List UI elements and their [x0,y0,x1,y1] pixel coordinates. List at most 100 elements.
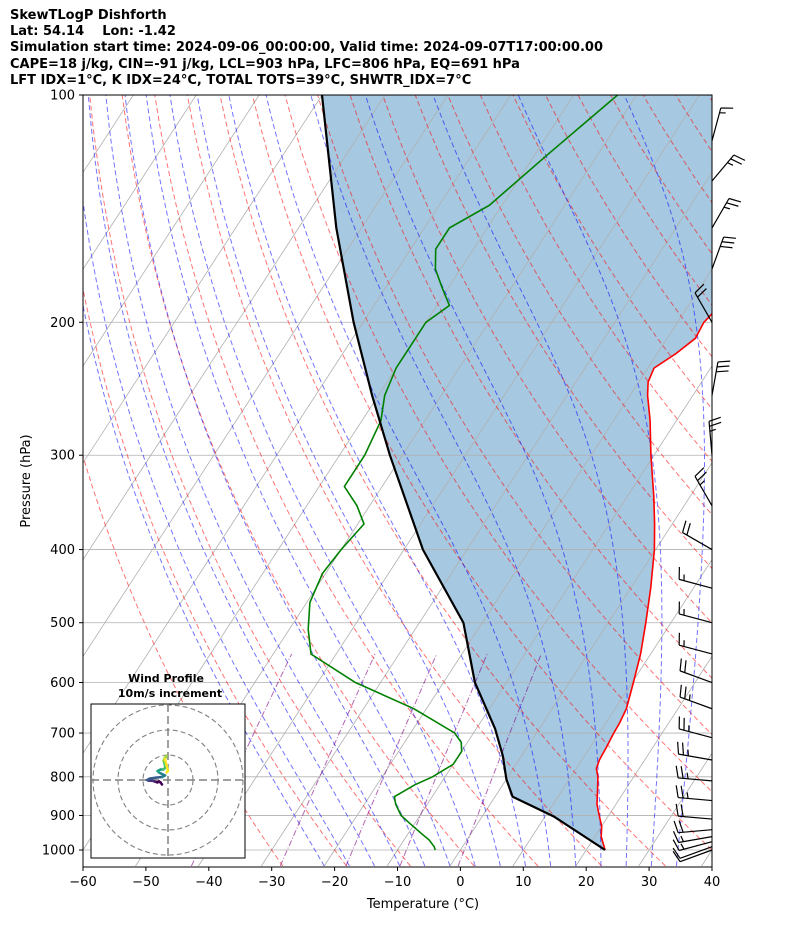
y-tick-label: 100 [50,89,75,104]
y-axis-label: Pressure (hPa) [19,434,34,527]
wind-barb [678,632,713,655]
wind-barb [677,741,713,761]
x-tick-label: 0 [456,875,464,890]
isotherm-line [323,268,712,867]
x-tick-label: 10 [515,875,532,890]
moist-adiabat [83,303,325,867]
wind-barb [678,601,713,624]
wind-barb [694,283,713,323]
x-tick-label: 30 [641,875,658,890]
title-line-2: Lat: 54.14 Lon: -1.42 [10,24,176,40]
sounding-series-group [307,95,712,851]
moist-adiabat [105,95,401,867]
moist-adiabat [364,95,602,867]
wind-barb [675,803,713,820]
y-tick-label: 1000 [42,844,75,859]
wind-barb [711,197,742,229]
title-line-5: LFT IDX=1°C, K IDX=24°C, TOTAL TOTS=39°C… [10,72,472,88]
hodograph-group [91,704,245,858]
dry-adiabat [479,95,712,463]
y-tick-label: 800 [50,770,75,785]
moist-adiabat [196,95,501,867]
isotherm-line [701,849,712,867]
wind-barb [672,839,713,852]
wind-barb [673,820,713,834]
isotherm-line [83,95,323,464]
isotherm-line [512,558,712,867]
x-axis-label: Temperature (°C) [366,897,479,912]
dewpoint-line [307,95,619,851]
wind-barb [694,467,713,507]
dry-adiabat [512,95,712,410]
isotherm-line [83,95,449,658]
dry-adiabat [382,95,712,624]
hodograph-title: Wind Profile [128,672,204,685]
wind-barb [679,658,713,684]
y-tick-label: 300 [50,449,75,464]
x-tick-label: −60 [69,875,96,890]
wind-barb [711,236,736,270]
hodograph-subtitle: 10m/s increment [118,687,222,700]
wind-barb [675,785,713,802]
title-block: SkewTLogP Dishforth Lat: 54.14 Lon: -1.4… [10,8,790,89]
y-tick-label: 400 [50,543,75,558]
dry-adiabat [186,95,603,867]
dry-adiabat [707,95,712,102]
dry-adiabat [284,95,712,793]
isotherm-line [260,171,712,867]
wind-barb [681,520,713,551]
x-tick-label: 20 [578,875,595,890]
dry-adiabat [773,95,794,866]
dry-adiabat [154,95,539,867]
isotherm-line [0,95,8,866]
moist-adiabat [124,95,426,867]
mixing-ratio-line [279,653,376,867]
moist-adiabat [432,95,629,867]
y-tick-label: 600 [50,676,75,691]
title-line-4: CAPE=18 j/kg, CIN=-91 j/kg, LCL=903 hPa,… [10,56,520,72]
wind-barb [678,566,713,589]
axes-group: −60 −50 −40 −30 −20 −10 0 10 20 30 40 1000 900 800 700… [42,89,720,891]
y-tick-label: 200 [50,316,75,331]
wind-barb [711,360,731,396]
dry-adiabat [83,286,347,867]
y-tick-label: 900 [50,809,75,824]
mixing-ratio-line [345,653,438,867]
isotherm-line [449,462,712,867]
wind-barb [711,107,734,141]
wind-barb [711,154,746,182]
wind-barb [675,765,713,782]
wind-barb [679,684,713,710]
wind-barb [672,849,713,863]
isotherm-line [83,95,197,270]
dry-adiabat [219,95,666,867]
moist-adiabat [265,95,552,867]
x-tick-label: −30 [258,875,285,890]
wind-barbs-group [672,107,746,863]
isotherm-line [0,95,70,866]
background-lines-group [0,95,794,867]
y-tick-label: 500 [50,616,75,631]
moist-adiabat [83,198,350,867]
temperature-line [595,312,712,851]
x-tick-label: −50 [132,875,159,890]
title-line-3: Simulation start time: 2024-09-06_00:00:… [10,40,603,56]
wind-barb [672,830,713,844]
mixing-ratio-line [399,653,488,867]
moist-adiabat [169,95,476,867]
dry-adiabat [414,95,712,570]
hodograph-segment [165,769,170,774]
mixing-ratio-line [457,653,542,867]
title-line-1: SkewTLogP Dishforth [10,8,167,23]
x-tick-label: −10 [384,875,411,890]
dry-adiabat [251,95,712,851]
dry-adiabat [741,95,794,866]
x-tick-label: 40 [704,875,721,890]
moist-adiabat [87,95,375,867]
x-tick-label: −20 [321,875,348,890]
isotherm-line [83,95,386,561]
parcel-path-line [320,95,606,851]
dry-adiabat [349,95,712,679]
y-tick-label: 700 [50,727,75,742]
